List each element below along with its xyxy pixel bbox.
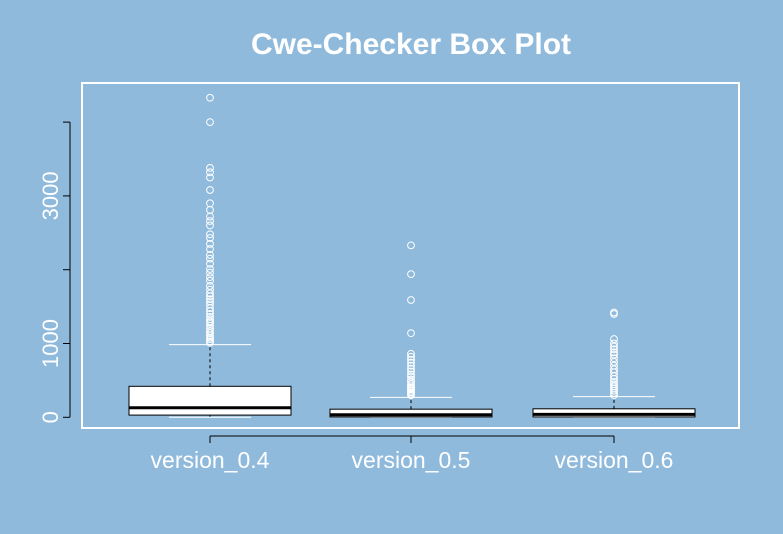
outlier-point (206, 273, 214, 281)
outlier-point (206, 93, 214, 102)
outlier-point (610, 339, 618, 348)
outlier-point (407, 367, 415, 376)
x-tick-label: version_0.4 (151, 447, 270, 473)
y-axis: 0 1000 3000 (38, 121, 71, 423)
outlier-point (206, 254, 214, 263)
outlier-point (206, 259, 214, 268)
outlier-point (407, 370, 415, 379)
outlier-point (206, 276, 214, 285)
outlier-point (407, 329, 415, 338)
outlier-point (206, 234, 214, 242)
outlier-point (610, 350, 618, 359)
outlier-point (206, 327, 214, 335)
box-version-0-6 (532, 308, 696, 418)
outlier-point (206, 168, 214, 177)
outlier-point (206, 230, 214, 239)
outlier-point (206, 285, 214, 294)
y-tick-label: 0 (38, 411, 63, 423)
box-iqr (329, 408, 493, 418)
outlier-point (206, 300, 214, 309)
outlier-point (206, 173, 214, 182)
y-tick-label: 3000 (38, 171, 63, 220)
outlier-point (610, 365, 618, 374)
box-version-0-4 (128, 93, 292, 418)
outlier-point (206, 282, 214, 290)
outlier-point (206, 221, 214, 230)
outlier-point (610, 335, 618, 343)
outlier-point (610, 382, 618, 391)
outlier-point (206, 313, 214, 321)
outlier-point (610, 358, 618, 366)
y-tick-label: 1000 (38, 319, 63, 368)
outlier-point (610, 380, 618, 388)
outlier-point (407, 270, 415, 279)
outlier-point (407, 364, 415, 373)
box-iqr (128, 385, 292, 416)
outlier-point (206, 239, 214, 248)
outlier-point (610, 345, 618, 354)
outlier-point (206, 265, 214, 273)
outlier-point (610, 361, 618, 370)
outlier-point (610, 377, 618, 386)
outlier-point (407, 358, 415, 367)
outlier-point (407, 355, 415, 364)
outlier-point (206, 329, 214, 338)
box-series (128, 93, 696, 418)
outlier-point (206, 297, 214, 306)
outlier-point (407, 380, 415, 388)
outlier-point (206, 337, 214, 346)
outlier-point (206, 186, 214, 194)
plot-frame (81, 82, 740, 429)
outlier-point (407, 377, 415, 386)
outlier-point (407, 241, 415, 250)
outlier-point (407, 372, 415, 381)
outlier-point (610, 354, 618, 363)
outlier-point (206, 199, 214, 208)
outlier-point (206, 310, 214, 318)
outlier-point (407, 296, 415, 304)
outlier-point (610, 348, 618, 357)
x-tick-label: version_0.6 (555, 447, 674, 473)
outlier-point (206, 251, 214, 259)
outlier-point (407, 352, 415, 361)
outlier-point (206, 268, 214, 277)
outlier-point (206, 217, 214, 225)
outlier-point (610, 342, 618, 351)
outlier-point (206, 163, 214, 172)
outlier-point (610, 308, 618, 317)
outlier-point (407, 349, 415, 358)
outlier-point (206, 295, 214, 304)
outlier-point (206, 289, 214, 298)
x-tick-label: version_0.5 (352, 447, 471, 473)
outlier-point (407, 361, 415, 370)
x-axis: version_0.4 version_0.5 version_0.6 (151, 435, 674, 473)
outlier-point (206, 245, 214, 253)
outlier-point (206, 118, 214, 127)
outlier-point (206, 324, 214, 333)
outlier-point (206, 317, 214, 326)
chart-title: Cwe-Checker Box Plot (251, 28, 571, 61)
outlier-point (206, 315, 214, 324)
outlier-point (407, 375, 415, 384)
box-version-0-5 (329, 241, 493, 418)
